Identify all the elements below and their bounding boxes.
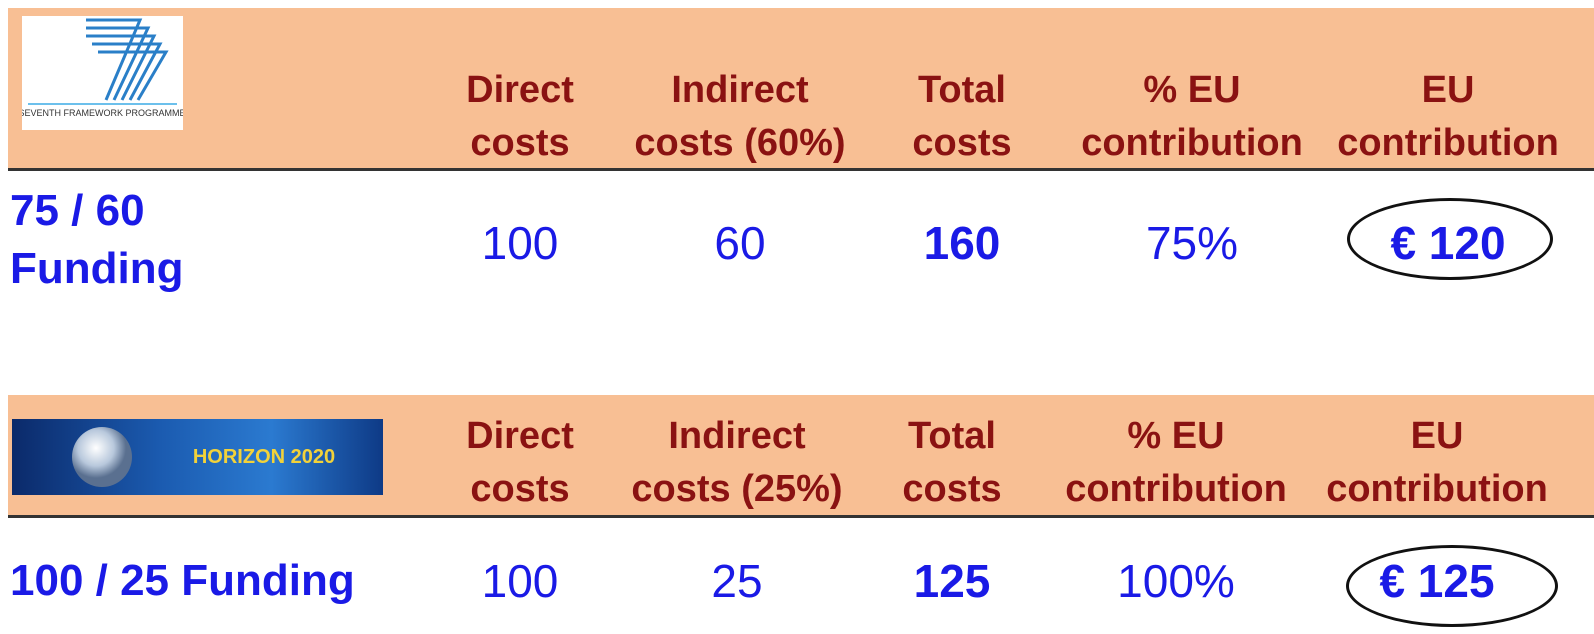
- fp7-logo: SEVENTH FRAMEWORK PROGRAMME: [22, 16, 183, 130]
- header-line: contribution: [1318, 117, 1578, 170]
- cell: € 125: [1307, 551, 1567, 611]
- header-line: Indirect: [610, 64, 870, 117]
- header-line: % EU: [1046, 410, 1306, 463]
- logo-text: HORIZON 2020: [193, 446, 335, 468]
- header-line: Total: [832, 64, 1092, 117]
- header-line: costs: [822, 463, 1082, 516]
- header-line: contribution: [1046, 463, 1306, 516]
- row-label: 75 / 60 Funding: [10, 182, 210, 298]
- cell: 75%: [1062, 213, 1322, 273]
- row-label: 100 / 25 Funding: [10, 552, 355, 610]
- header-line: contribution: [1062, 117, 1322, 170]
- cell: 60: [610, 213, 870, 273]
- horizon-logo-graphic: HORIZON 2020: [12, 419, 383, 495]
- cell: € 120: [1318, 213, 1578, 273]
- header-line: costs (60%): [610, 117, 870, 170]
- cell: 100%: [1046, 551, 1306, 611]
- header-line: % EU: [1062, 64, 1322, 117]
- page: html, body { margin: 0; padding: 0; } bo…: [0, 0, 1594, 634]
- header-line: EU: [1307, 410, 1567, 463]
- logo-text: SEVENTH FRAMEWORK PROGRAMME: [22, 108, 183, 118]
- slide: {"tables": [ {"logo": "SEVENTH FRAMEWORK…: [0, 0, 1594, 634]
- fp7-logo-graphic: SEVENTH FRAMEWORK PROGRAMME: [22, 16, 183, 130]
- header-line: costs: [832, 117, 1092, 170]
- header-line: contribution: [1307, 463, 1567, 516]
- header-line: Total: [822, 410, 1082, 463]
- horizon-logo: HORIZON 2020: [12, 419, 383, 495]
- header-line: EU: [1318, 64, 1578, 117]
- cell: 160: [832, 213, 1092, 273]
- cell: 125: [822, 551, 1082, 611]
